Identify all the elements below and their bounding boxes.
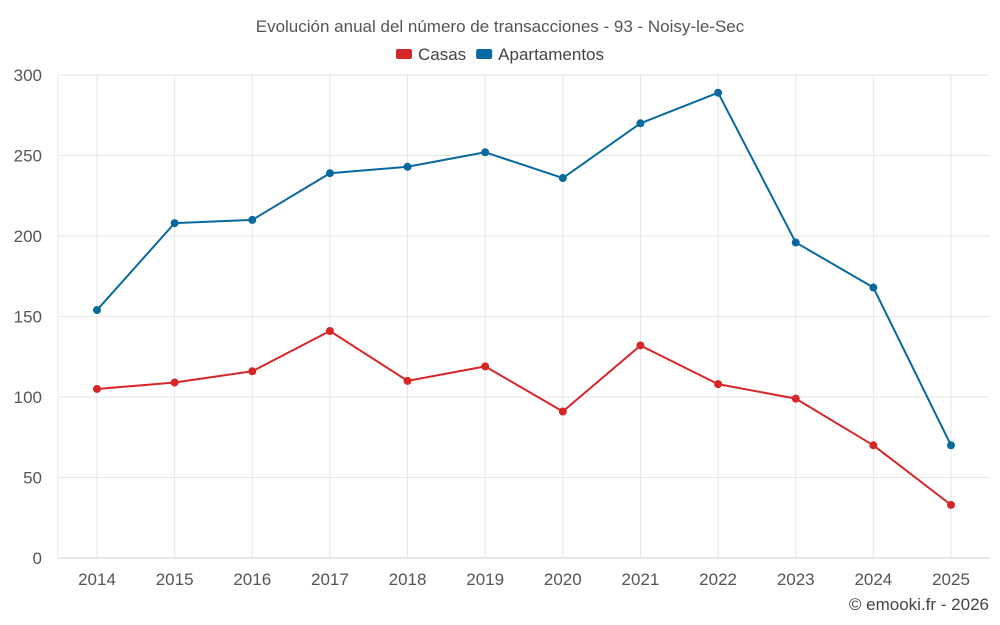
data-point-casas[interactable]	[248, 367, 257, 376]
grid	[57, 74, 990, 559]
y-tick-label: 150	[14, 308, 42, 327]
data-point-apartamentos[interactable]	[403, 162, 412, 171]
data-point-casas[interactable]	[403, 376, 412, 385]
x-tick-label: 2019	[466, 570, 504, 589]
x-tick-label: 2021	[622, 570, 660, 589]
data-point-casas[interactable]	[481, 362, 490, 371]
x-tick-label: 2018	[389, 570, 427, 589]
y-tick-label: 200	[14, 227, 42, 246]
data-point-casas[interactable]	[869, 441, 878, 450]
chart-title: Evolución anual del número de transaccio…	[256, 17, 745, 36]
data-point-apartamentos[interactable]	[325, 169, 334, 178]
data-point-casas[interactable]	[791, 394, 800, 403]
data-point-casas[interactable]	[170, 378, 179, 387]
x-tick-label: 2017	[311, 570, 349, 589]
data-point-apartamentos[interactable]	[481, 148, 490, 157]
y-tick-label: 250	[14, 147, 42, 166]
x-tick-label: 2014	[78, 570, 116, 589]
data-point-casas[interactable]	[636, 341, 645, 350]
data-point-apartamentos[interactable]	[170, 219, 179, 228]
data-point-apartamentos[interactable]	[714, 88, 723, 97]
legend-item[interactable]: Apartamentos	[476, 45, 604, 64]
data-point-apartamentos[interactable]	[869, 283, 878, 292]
legend-item[interactable]: Casas	[395, 45, 466, 64]
legend-label: Casas	[418, 45, 466, 64]
y-tick-label: 300	[14, 66, 42, 85]
data-point-apartamentos[interactable]	[248, 215, 257, 224]
data-point-apartamentos[interactable]	[947, 441, 955, 450]
y-tick-label: 50	[23, 469, 42, 488]
x-tick-label: 2015	[156, 570, 194, 589]
data-point-apartamentos[interactable]	[558, 174, 567, 183]
data-point-casas[interactable]	[558, 407, 567, 416]
data-point-apartamentos[interactable]	[636, 119, 645, 128]
x-axis: 2014 2015 2016 2017 2018 2019 2020 2021 2022 2023…	[78, 570, 970, 589]
y-tick-label: 100	[14, 388, 42, 407]
data-point-apartamentos[interactable]	[93, 306, 101, 315]
legend-label: Apartamentos	[498, 45, 604, 64]
series-line-apartamentos	[96, 91, 952, 446]
y-tick-label: 0	[33, 549, 42, 568]
x-tick-label: 2025	[932, 570, 970, 589]
legend-swatch	[395, 49, 412, 59]
data-point-casas[interactable]	[947, 500, 955, 509]
series-group	[93, 88, 955, 509]
data-point-casas[interactable]	[93, 384, 101, 393]
legend-swatch	[476, 49, 493, 59]
legend: Casas Apartamentos	[395, 45, 604, 64]
y-axis: 0 50 100 150 200 250 300	[14, 66, 42, 568]
series-line-casas	[96, 329, 952, 506]
data-point-casas[interactable]	[714, 380, 723, 389]
data-point-apartamentos[interactable]	[791, 238, 800, 247]
data-point-casas[interactable]	[325, 326, 334, 335]
x-tick-label: 2023	[777, 570, 815, 589]
x-tick-label: 2024	[854, 570, 892, 589]
x-tick-label: 2022	[699, 570, 737, 589]
x-tick-label: 2016	[233, 570, 271, 589]
x-tick-label: 2020	[544, 570, 582, 589]
credit-text: © emooki.fr - 2026	[849, 595, 989, 614]
